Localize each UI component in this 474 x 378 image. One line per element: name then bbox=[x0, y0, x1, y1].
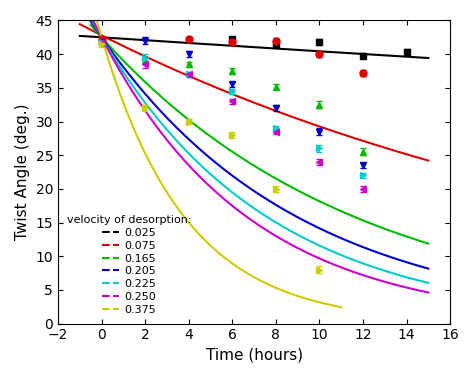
X-axis label: Time (hours): Time (hours) bbox=[206, 348, 302, 363]
Legend: 0.025, 0.075, 0.165, 0.205, 0.225, 0.250, 0.375: 0.025, 0.075, 0.165, 0.205, 0.225, 0.250… bbox=[64, 212, 195, 318]
Y-axis label: Twist Angle (deg.): Twist Angle (deg.) bbox=[15, 104, 30, 240]
